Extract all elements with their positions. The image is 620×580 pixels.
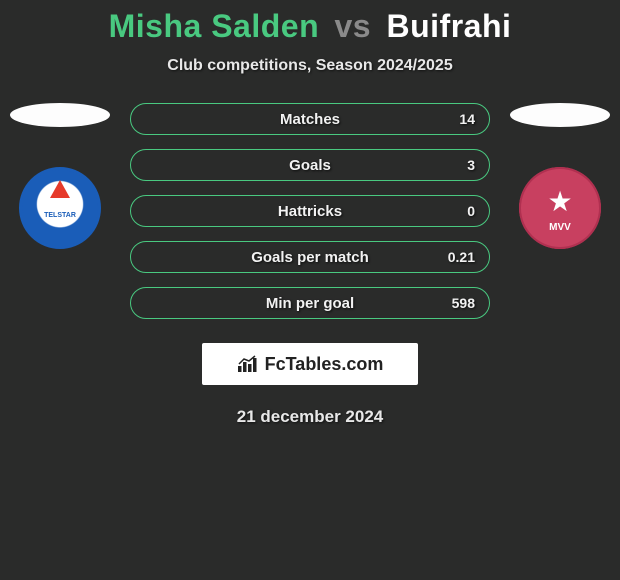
stat-value: 0 xyxy=(467,203,475,219)
player1-name: Misha Salden xyxy=(109,8,320,44)
stat-bar-goals-per-match: Goals per match 0.21 xyxy=(130,241,490,273)
star-icon: ★ xyxy=(547,185,572,218)
site-name: FcTables.com xyxy=(265,354,384,375)
site-badge[interactable]: FcTables.com xyxy=(202,343,418,385)
club-logo-telstar xyxy=(19,167,101,249)
stat-label: Hattricks xyxy=(278,203,342,220)
stat-value: 3 xyxy=(467,157,475,173)
stat-value: 598 xyxy=(452,295,475,311)
stats-column: Matches 14 Goals 3 Hattricks 0 Goals per… xyxy=(110,103,510,333)
main-row: Matches 14 Goals 3 Hattricks 0 Goals per… xyxy=(0,103,620,333)
stat-bar-hattricks: Hattricks 0 xyxy=(130,195,490,227)
date-text: 21 december 2024 xyxy=(0,407,620,427)
comparison-card: Misha Salden vs Buifrahi Club competitio… xyxy=(0,0,620,427)
stat-bar-matches: Matches 14 xyxy=(130,103,490,135)
stat-label: Goals per match xyxy=(251,249,369,266)
stat-bar-min-per-goal: Min per goal 598 xyxy=(130,287,490,319)
stat-value: 14 xyxy=(459,111,475,127)
player2-name: Buifrahi xyxy=(386,8,511,44)
vs-text: vs xyxy=(335,8,372,44)
page-title: Misha Salden vs Buifrahi xyxy=(0,8,620,45)
club-right-column: ★ xyxy=(510,103,610,249)
player2-silhouette xyxy=(510,103,610,127)
player1-silhouette xyxy=(10,103,110,127)
club-left-column xyxy=(10,103,110,249)
stat-label: Goals xyxy=(289,157,331,174)
stat-label: Min per goal xyxy=(266,295,354,312)
stat-bar-goals: Goals 3 xyxy=(130,149,490,181)
chart-icon xyxy=(237,355,259,373)
stat-label: Matches xyxy=(280,111,340,128)
stat-value: 0.21 xyxy=(448,249,475,265)
club-logo-mvv: ★ xyxy=(519,167,601,249)
subtitle: Club competitions, Season 2024/2025 xyxy=(0,57,620,75)
